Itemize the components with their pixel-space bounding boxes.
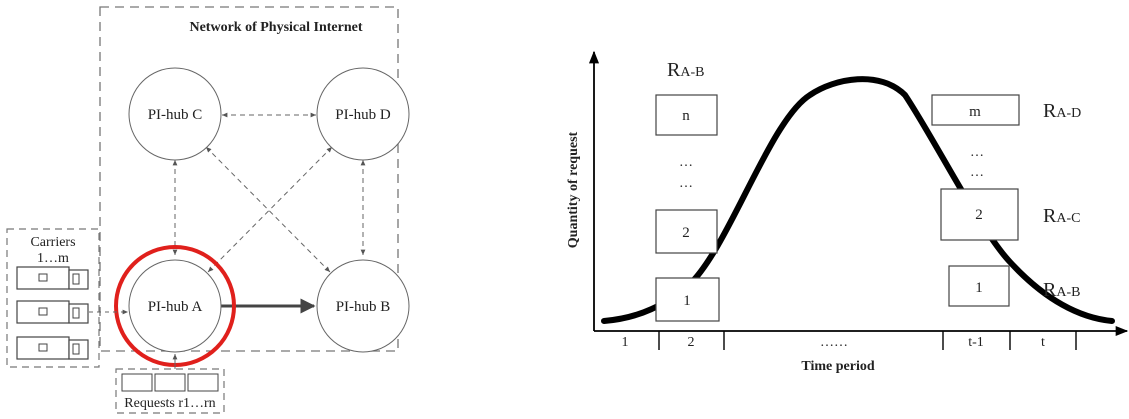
period-label: 1: [622, 335, 629, 350]
hub-d-label: PI-hub D: [335, 107, 391, 123]
ellipsis: …: [679, 176, 693, 191]
demand-chart: Quantity of request Time period 1 2 …… t…: [566, 50, 1129, 374]
carriers-label-line2: 1…m: [37, 251, 69, 266]
truck-icon: [16, 336, 89, 360]
right-label-a-b: RA-B: [1043, 279, 1080, 301]
request-box-label: 2: [975, 207, 983, 223]
hub-c-node: [128, 67, 222, 161]
request-box-1-right: [948, 265, 1010, 307]
request-box-2: [655, 209, 718, 254]
right-label-a-c: RA-C: [1043, 205, 1080, 227]
network-boundary: [99, 6, 399, 352]
request-box: [121, 373, 153, 392]
request-box-1: [655, 277, 720, 322]
request-box: [187, 373, 219, 392]
request-box-label: 1: [683, 293, 691, 309]
x-axis-label: Time period: [801, 359, 874, 374]
request-box-2-right: [940, 188, 1019, 241]
request-box-label: m: [969, 104, 981, 120]
y-axis-label: Quantity of request: [566, 131, 581, 248]
requests-label: Requests r1…rn: [124, 396, 215, 411]
ellipsis: …: [679, 155, 693, 170]
hub-b-label: PI-hub B: [336, 299, 391, 315]
left-group-label: RA-B: [667, 59, 704, 81]
truck-icon: [16, 266, 89, 290]
period-label: t-1: [968, 335, 984, 350]
network-diagram: Network of Physical Internet PI-hub C PI…: [6, 6, 410, 414]
link-d-a: [207, 146, 333, 273]
network-title: Network of Physical Internet: [189, 20, 362, 35]
right-label-sub: A-D: [1056, 106, 1081, 121]
right-label-main: R: [1043, 100, 1057, 122]
link-c-b: [205, 146, 331, 273]
request-box-label: n: [682, 108, 690, 124]
right-label-sub: A-C: [1056, 211, 1080, 226]
right-label-sub: A-B: [1056, 285, 1080, 300]
period-label: t: [1041, 335, 1045, 350]
truck-icon: [16, 300, 89, 324]
hub-d-node: [316, 67, 410, 161]
hub-a-node: [128, 259, 222, 353]
carriers-group: Carriers 1…m: [6, 228, 128, 368]
period-label: 2: [688, 335, 695, 350]
hub-c-label: PI-hub C: [148, 107, 203, 123]
ellipsis: …: [970, 165, 984, 180]
right-label-main: R: [1043, 205, 1057, 227]
hub-a-label: PI-hub A: [148, 299, 203, 315]
request-box-label: 1: [975, 280, 983, 296]
requests-group: Requests r1…rn: [115, 354, 225, 414]
request-box-label: 2: [682, 225, 690, 241]
hub-b-node: [316, 259, 410, 353]
right-label-a-d: RA-D: [1043, 100, 1081, 122]
carriers-label-line1: Carriers: [30, 235, 75, 250]
right-label-main: R: [1043, 279, 1057, 301]
ellipsis: …: [970, 145, 984, 160]
request-box-n: [655, 94, 718, 136]
left-group-label-sub: A-B: [680, 65, 704, 80]
period-label: ……: [820, 335, 848, 350]
request-box-m: [931, 94, 1020, 126]
request-box: [154, 373, 186, 392]
left-group-label-main: R: [667, 59, 681, 81]
